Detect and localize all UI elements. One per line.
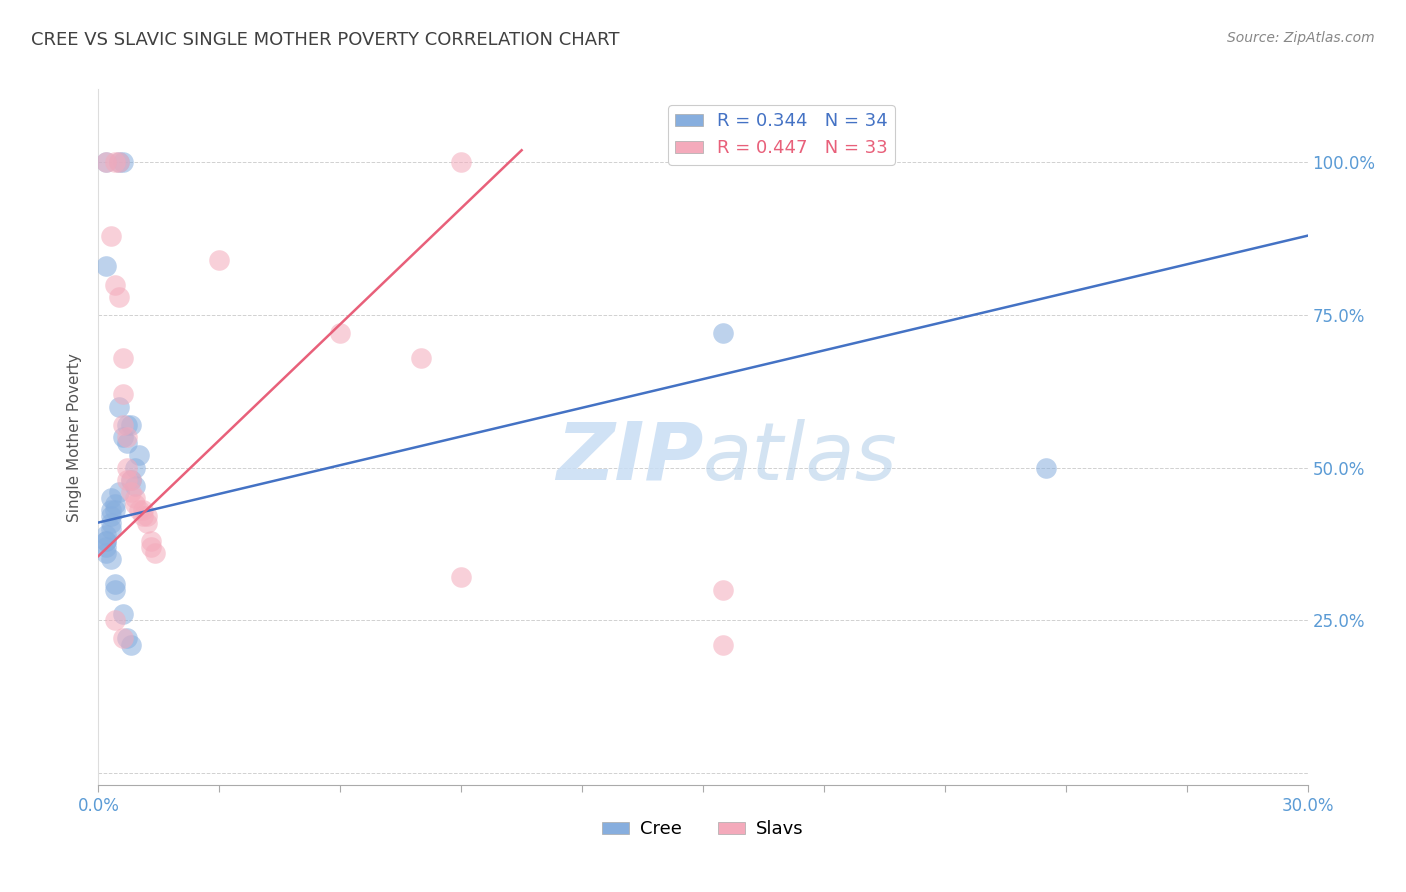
Point [711, 326, 734, 341]
Point [107, 400, 129, 414]
Point [409, 351, 432, 365]
Point [103, 155, 125, 169]
Text: Source: ZipAtlas.com: Source: ZipAtlas.com [1227, 31, 1375, 45]
Point [100, 491, 122, 505]
Y-axis label: Single Mother Poverty: Single Mother Poverty [67, 352, 83, 522]
Point [132, 509, 155, 524]
Point [124, 479, 146, 493]
Point [135, 509, 157, 524]
Point [143, 546, 166, 560]
Point [96, 533, 118, 548]
Point [111, 417, 134, 432]
Point [208, 253, 231, 268]
Point [111, 387, 134, 401]
Point [103, 497, 125, 511]
Point [96, 533, 118, 548]
Point [124, 460, 146, 475]
Point [100, 516, 122, 530]
Point [96, 527, 118, 541]
Point [103, 503, 125, 517]
Text: CREE VS SLAVIC SINGLE MOTHER POVERTY CORRELATION CHART: CREE VS SLAVIC SINGLE MOTHER POVERTY COR… [31, 31, 620, 49]
Point [120, 485, 142, 500]
Point [1035, 460, 1057, 475]
Point [103, 582, 125, 597]
Point [103, 613, 125, 627]
Point [107, 290, 129, 304]
Point [329, 326, 352, 341]
Point [111, 607, 134, 621]
Point [100, 228, 122, 243]
Point [124, 497, 146, 511]
Point [100, 522, 122, 536]
Text: ZIP: ZIP [555, 419, 703, 497]
Point [135, 516, 157, 530]
Point [96, 259, 118, 273]
Point [115, 417, 138, 432]
Point [124, 491, 146, 505]
Point [115, 436, 138, 450]
Point [107, 485, 129, 500]
Point [711, 638, 734, 652]
Point [96, 155, 118, 169]
Point [120, 638, 142, 652]
Point [115, 473, 138, 487]
Point [711, 582, 734, 597]
Point [100, 503, 122, 517]
Point [120, 417, 142, 432]
Point [96, 540, 118, 554]
Point [115, 460, 138, 475]
Point [103, 277, 125, 292]
Point [128, 503, 150, 517]
Point [100, 552, 122, 566]
Point [450, 155, 472, 169]
Point [132, 503, 155, 517]
Point [115, 632, 138, 646]
Point [96, 155, 118, 169]
Point [128, 449, 150, 463]
Point [111, 351, 134, 365]
Point [103, 576, 125, 591]
Point [450, 570, 472, 584]
Point [115, 430, 138, 444]
Text: atlas: atlas [703, 419, 898, 497]
Point [100, 509, 122, 524]
Point [120, 473, 142, 487]
Point [107, 155, 129, 169]
Point [139, 540, 162, 554]
Point [111, 155, 134, 169]
Point [111, 430, 134, 444]
Point [120, 473, 142, 487]
Legend: Cree, Slavs: Cree, Slavs [595, 814, 811, 846]
Point [111, 632, 134, 646]
Point [107, 155, 129, 169]
Point [96, 546, 118, 560]
Point [139, 533, 162, 548]
